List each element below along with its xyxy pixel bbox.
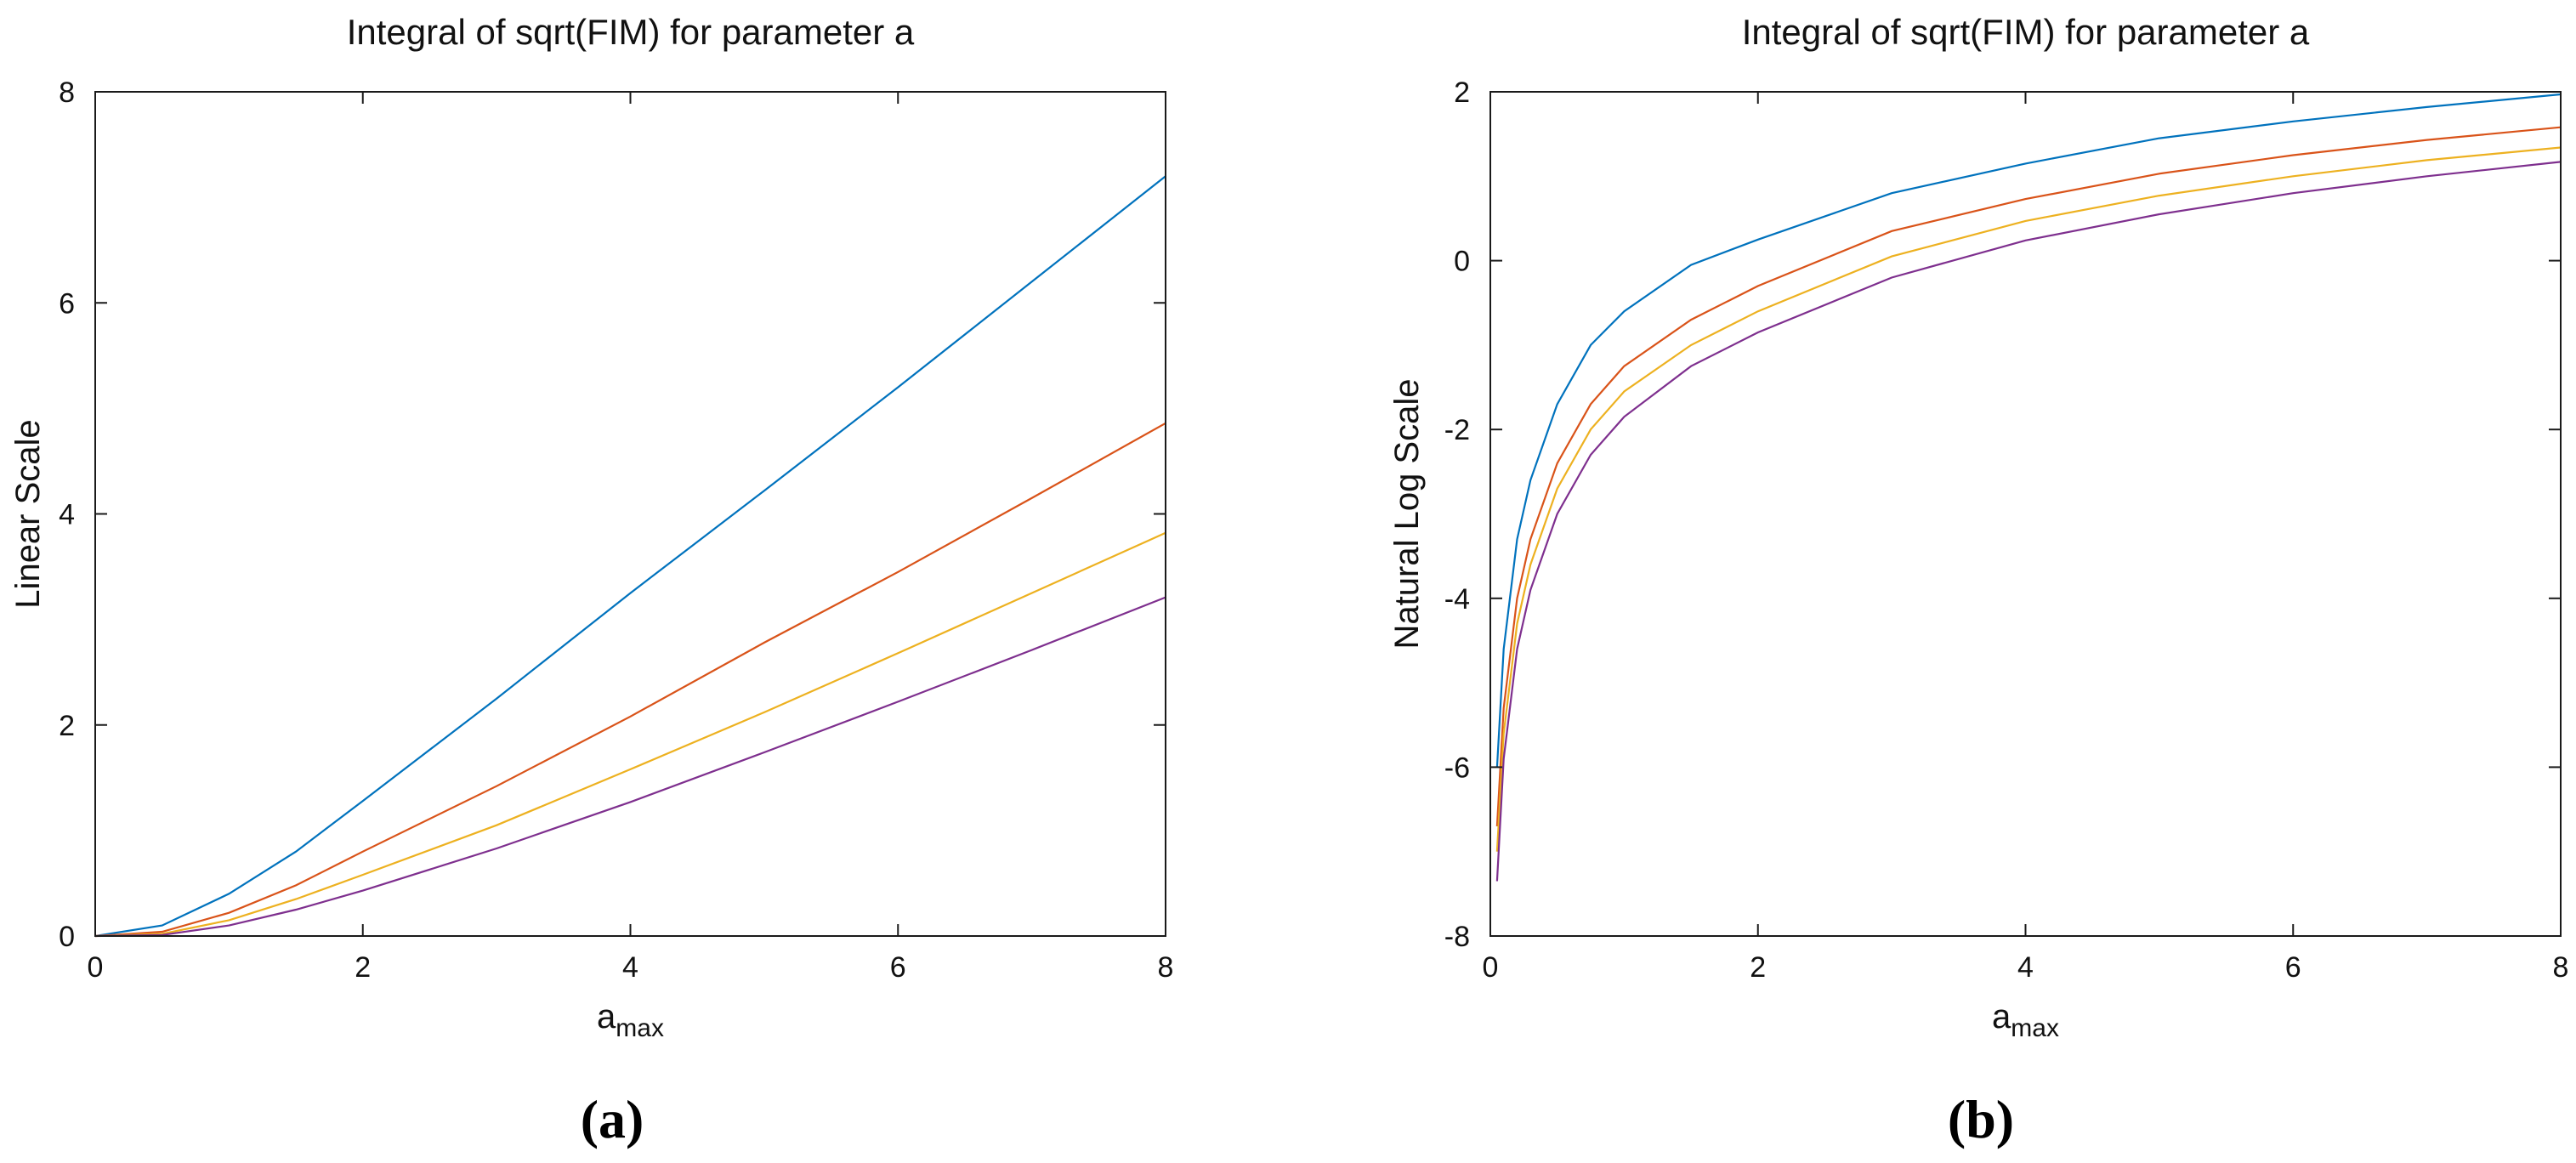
- x-tick-label: 4: [2017, 951, 2034, 984]
- y-tick-label: 0: [59, 921, 75, 953]
- x-tick-label: 6: [890, 951, 906, 984]
- chart-panel-b: Integral of sqrt(FIM) for parameter a 0 2 4…: [1388, 12, 2568, 1149]
- y-axis-label: Linear Scale: [9, 419, 47, 608]
- series-line-2: [94, 422, 1166, 938]
- series-line-4: [1495, 161, 2562, 882]
- x-tick-label: 2: [355, 951, 371, 984]
- y-tick-label: 0: [1454, 246, 1470, 278]
- x-axis-label-sub: max: [616, 1014, 664, 1042]
- x-tick-label: 2: [1750, 951, 1766, 984]
- series-line-3: [1495, 146, 2562, 852]
- series-line-3: [94, 531, 1166, 938]
- panel-caption: (a): [581, 1089, 644, 1149]
- y-tick-label: 6: [59, 287, 75, 320]
- y-tick-label: 2: [59, 710, 75, 742]
- panel-caption: (b): [1948, 1089, 2014, 1149]
- x-tick-label: 8: [2553, 951, 2569, 984]
- y-tick-label: -4: [1444, 583, 1470, 616]
- x-axis-label-main: a: [1992, 998, 2011, 1035]
- x-tick-label: 8: [1158, 951, 1174, 984]
- series-line-2: [1495, 126, 2562, 826]
- y-tick-label: 8: [59, 77, 75, 109]
- y-tick-label: -6: [1444, 752, 1470, 784]
- x-tick-label: 0: [1483, 951, 1499, 984]
- x-tick-label: 0: [88, 951, 104, 984]
- y-tick-label: 4: [59, 499, 75, 531]
- chart-title: Integral of sqrt(FIM) for parameter a: [347, 12, 915, 52]
- plot-frame: [1489, 91, 2562, 937]
- x-axis-label-sub: max: [2011, 1014, 2059, 1042]
- y-tick-label: 2: [1454, 77, 1470, 109]
- x-tick-label: 4: [622, 951, 638, 984]
- series-line-1: [1495, 93, 2562, 768]
- x-axis-label: amax: [597, 998, 664, 1042]
- x-axis-label-main: a: [597, 998, 616, 1035]
- chart-panel-a: Integral of sqrt(FIM) for parameter a 0 2 4…: [9, 12, 1173, 1149]
- y-tick-label: -2: [1444, 414, 1470, 446]
- series-line-1: [94, 175, 1166, 938]
- x-tick-label: 6: [2285, 951, 2301, 984]
- series-line-4: [94, 596, 1166, 938]
- x-axis-label: amax: [1992, 998, 2059, 1042]
- chart-title: Integral of sqrt(FIM) for parameter a: [1742, 12, 2310, 52]
- y-tick-label: -8: [1444, 921, 1470, 953]
- y-axis-label: Natural Log Scale: [1388, 379, 1426, 650]
